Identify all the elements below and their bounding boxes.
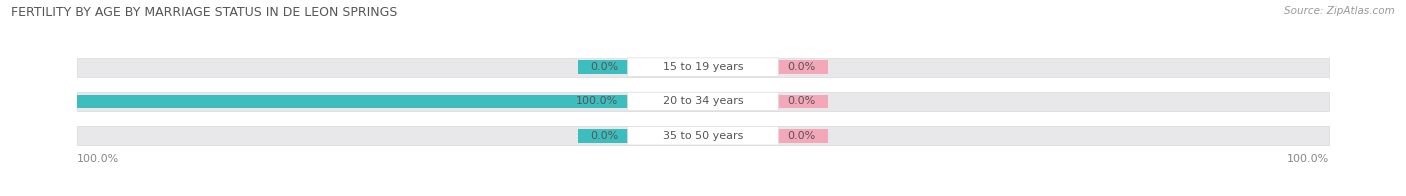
Text: Source: ZipAtlas.com: Source: ZipAtlas.com <box>1284 6 1395 16</box>
Bar <box>778 95 828 108</box>
Text: 100.0%: 100.0% <box>576 96 619 106</box>
Bar <box>578 60 628 74</box>
Text: FERTILITY BY AGE BY MARRIAGE STATUS IN DE LEON SPRINGS: FERTILITY BY AGE BY MARRIAGE STATUS IN D… <box>11 6 398 19</box>
Bar <box>778 129 828 143</box>
Bar <box>77 95 628 108</box>
Bar <box>778 60 828 74</box>
Text: 0.0%: 0.0% <box>787 131 815 141</box>
FancyBboxPatch shape <box>627 92 779 111</box>
Text: 100.0%: 100.0% <box>1286 154 1329 164</box>
Text: 100.0%: 100.0% <box>77 154 120 164</box>
Text: 0.0%: 0.0% <box>787 96 815 106</box>
FancyBboxPatch shape <box>627 58 779 76</box>
Text: 0.0%: 0.0% <box>591 62 619 72</box>
Text: 15 to 19 years: 15 to 19 years <box>662 62 744 72</box>
Bar <box>77 126 1329 145</box>
Text: 0.0%: 0.0% <box>787 62 815 72</box>
FancyBboxPatch shape <box>627 126 779 145</box>
Bar <box>77 58 1329 77</box>
Text: 20 to 34 years: 20 to 34 years <box>662 96 744 106</box>
Bar <box>77 92 1329 111</box>
Text: 35 to 50 years: 35 to 50 years <box>662 131 744 141</box>
Bar <box>578 129 628 143</box>
Text: 0.0%: 0.0% <box>591 131 619 141</box>
